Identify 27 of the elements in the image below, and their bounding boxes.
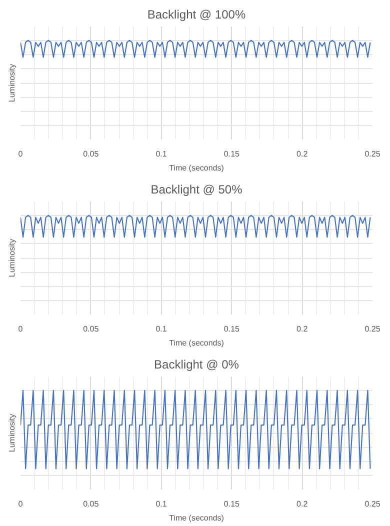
x-tick-label: 0.1 — [156, 150, 168, 158]
chart-title: Backlight @ 100% — [147, 8, 246, 22]
x-tick-label: 0.25 — [364, 150, 381, 158]
x-tick-label: 0.05 — [83, 324, 100, 334]
x-tick-label: 0.2 — [296, 150, 308, 158]
x-axis-title: Time (seconds) — [169, 164, 224, 172]
x-axis-title: Time (seconds) — [169, 338, 224, 348]
x-tick-label: 0.2 — [296, 324, 308, 334]
y-axis-title: Luminosity — [8, 64, 16, 102]
y-axis-title: Luminosity — [8, 414, 16, 452]
x-tick-label: 0.2 — [296, 500, 308, 508]
x-tick-label: 0.15 — [224, 324, 240, 334]
x-tick-label: 0.1 — [156, 500, 168, 508]
chart-title: Backlight @ 0% — [154, 358, 240, 372]
x-tick-label: 0.25 — [364, 324, 381, 334]
x-tick-label: 0.05 — [83, 150, 100, 158]
x-tick-label: 0 — [18, 500, 24, 508]
x-tick-label: 0 — [18, 150, 24, 158]
x-tick-label: 0.15 — [224, 150, 240, 158]
x-tick-label: 0.15 — [224, 500, 240, 508]
x-tick-label: 0.05 — [83, 500, 100, 508]
x-tick-label: 0 — [18, 324, 24, 334]
chart-title: Backlight @ 50% — [150, 182, 243, 196]
x-tick-label: 0.25 — [364, 500, 381, 508]
x-axis-title: Time (seconds) — [169, 514, 224, 522]
y-axis-title: Luminosity — [8, 238, 16, 278]
x-tick-label: 0.1 — [156, 324, 168, 334]
